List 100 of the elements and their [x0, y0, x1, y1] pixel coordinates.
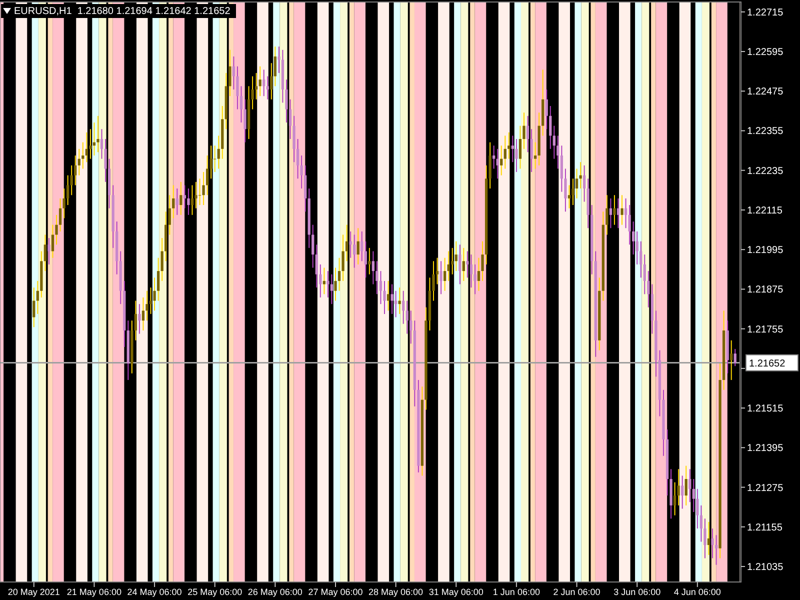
y-tick-label: 1.21995 — [747, 245, 784, 256]
candlestick — [330, 274, 334, 305]
x-tick-label: 3 Jun 06:00 — [614, 587, 661, 597]
candlestick — [202, 172, 205, 206]
candlestick — [296, 138, 300, 180]
candlestick — [304, 164, 307, 212]
candlestick — [572, 178, 574, 206]
candlestick — [692, 478, 695, 513]
candlestick — [681, 475, 684, 510]
candlestick — [447, 250, 450, 282]
candlestick — [643, 254, 646, 295]
candlestick — [564, 168, 567, 212]
candlestick — [606, 194, 608, 236]
y-tick-label: 1.21875 — [747, 284, 784, 296]
candlestick — [319, 264, 322, 298]
y-tick-label: 1.21155 — [747, 522, 783, 534]
x-tick-label: 2 Jun 06:00 — [553, 587, 600, 597]
candlestick — [232, 56, 236, 90]
candlestick — [315, 244, 318, 288]
candlestick — [48, 238, 50, 265]
candlestick — [458, 244, 462, 285]
candlestick — [711, 528, 714, 559]
candlestick — [368, 247, 371, 275]
candlestick — [187, 188, 190, 216]
candlestick — [673, 482, 676, 516]
candlestick — [383, 280, 386, 314]
candlestick — [545, 88, 548, 130]
candlestick — [360, 230, 364, 262]
candlestick — [356, 228, 360, 265]
candlestick — [636, 230, 638, 265]
candlestick — [217, 135, 220, 170]
candlestick — [149, 287, 152, 314]
candlestick — [36, 280, 39, 314]
candlestick — [270, 62, 273, 100]
y-tick-label: 1.21755 — [747, 324, 784, 336]
candlestick — [684, 465, 688, 506]
candlestick — [568, 184, 571, 209]
candlestick — [700, 504, 703, 542]
candlestick — [334, 267, 337, 302]
candlestick — [100, 128, 104, 160]
candlestick — [274, 46, 276, 87]
candlestick — [142, 296, 145, 331]
y-tick-label: 1.21035 — [747, 562, 784, 573]
candlestick — [410, 310, 412, 344]
candlestick — [266, 76, 269, 100]
y-tick-label: 1.22715 — [747, 7, 784, 18]
candlestick — [454, 240, 458, 272]
candlestick — [734, 348, 736, 367]
y-tick-label: 1.22115 — [747, 205, 783, 216]
candlestick — [560, 145, 564, 192]
candlestick — [402, 290, 405, 324]
candlestick — [474, 264, 476, 295]
candlestick — [78, 148, 80, 176]
candlestick — [353, 234, 356, 268]
candlestick — [292, 115, 296, 163]
candlestick — [176, 188, 178, 216]
candlestick — [688, 468, 692, 503]
candlestick — [440, 260, 442, 295]
x-tick-label: 27 May 06:00 — [308, 587, 363, 597]
y-tick-label: 1.21275 — [747, 482, 784, 494]
candlestick — [613, 194, 616, 226]
candlestick — [462, 247, 465, 282]
candlestick — [696, 488, 699, 530]
x-tick-label: 21 May 06:00 — [66, 587, 122, 597]
candlestick — [515, 138, 518, 173]
x-tick-label: 4 Jun 06:00 — [674, 587, 721, 597]
x-tick-label: 26 May 06:00 — [248, 587, 302, 597]
candlestick — [609, 198, 612, 229]
candlestick — [556, 135, 560, 170]
candlestick — [500, 145, 503, 176]
candlestick — [522, 112, 526, 150]
y-tick-label: 1.21515 — [747, 404, 784, 415]
candlestick — [398, 287, 401, 314]
candlestick — [492, 145, 496, 170]
candlestick — [153, 277, 156, 312]
candlestick — [345, 224, 348, 262]
candlestick — [552, 125, 556, 160]
candlestick — [214, 145, 216, 173]
candlestick — [312, 224, 314, 268]
ref-line-label: 1.21652 — [749, 358, 786, 370]
candlestick — [496, 148, 499, 180]
candlestick — [372, 250, 375, 285]
candlestick — [51, 224, 54, 258]
y-tick-label: 1.22595 — [747, 47, 784, 58]
candlestick — [707, 521, 710, 556]
candlestick — [386, 280, 390, 312]
candlestick — [146, 290, 148, 322]
candlestick — [620, 194, 624, 226]
x-tick-label: 25 May 06:00 — [188, 587, 242, 597]
candlestick — [134, 300, 137, 341]
candlestick — [640, 240, 642, 278]
candlestick — [172, 184, 175, 219]
candlestick — [244, 98, 246, 143]
candlestick — [206, 155, 209, 196]
x-tick-label: 31 May 06:00 — [428, 587, 484, 597]
candlestick — [575, 168, 578, 199]
candlestick — [432, 260, 435, 302]
candlestick — [104, 138, 107, 182]
candlestick — [228, 49, 232, 97]
candlestick — [632, 221, 635, 256]
